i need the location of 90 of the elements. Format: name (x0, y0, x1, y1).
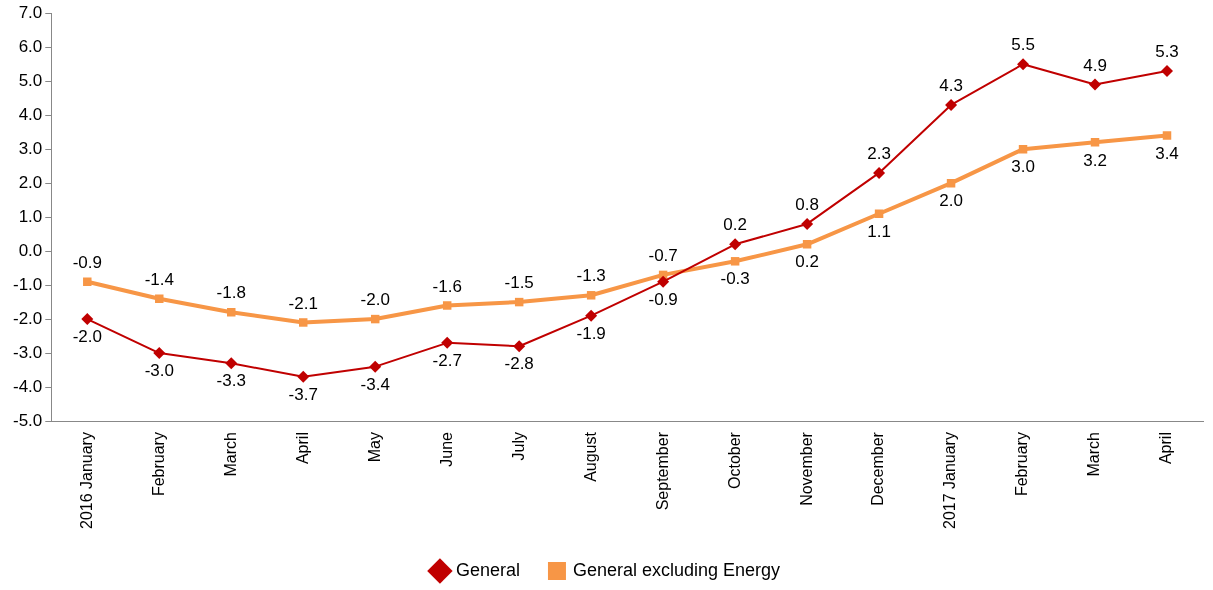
point (1090, 138, 1100, 147)
point (729, 238, 742, 251)
point (586, 291, 596, 300)
y-tick-label: 3.0 (18, 138, 43, 158)
x-tick-label: March (221, 432, 239, 477)
point (730, 257, 740, 266)
y-tick-label: -5.0 (13, 410, 43, 430)
data-label: -2.1 (288, 293, 318, 313)
y-tick-label: 5.0 (18, 70, 43, 90)
x-tick-label: July (509, 432, 527, 461)
data-label: -2.0 (72, 327, 102, 347)
data-label: 1.1 (867, 221, 891, 241)
data-label: 5.5 (1011, 35, 1035, 55)
data-label: -3.3 (216, 371, 246, 391)
x-tick-label: October (725, 431, 743, 489)
y-tick-label: -2.0 (13, 308, 43, 328)
point (153, 347, 166, 360)
point (1089, 78, 1102, 91)
data-label: -3.4 (360, 374, 390, 394)
point (945, 98, 958, 111)
x-tick-label: May (365, 432, 383, 463)
y-tick-label: 0.0 (18, 240, 43, 260)
x-tick-label: February (149, 432, 167, 497)
x-tick-label: April (293, 432, 311, 465)
data-label: 4.3 (939, 76, 963, 96)
x-tick-label: December (869, 431, 887, 506)
x-tick-label: 2016 January (77, 432, 95, 530)
y-tick-label: 4.0 (18, 104, 43, 124)
data-label: -3.0 (144, 361, 174, 381)
y-tick-label: 7.0 (18, 2, 43, 22)
data-label: -1.8 (216, 283, 246, 303)
data-label: -2.8 (504, 354, 534, 374)
data-label: 3.2 (1083, 150, 1107, 170)
x-tick-label: August (581, 431, 599, 482)
x-tick-label: April (1157, 432, 1175, 465)
data-label: -0.3 (720, 269, 750, 289)
point (81, 313, 94, 326)
data-label: 3.4 (1155, 143, 1179, 163)
legend-label: General excluding Energy (572, 559, 781, 580)
point (83, 277, 92, 286)
data-label: 3.0 (1011, 157, 1035, 177)
x-tick-label: 2017 January (941, 432, 959, 530)
point (1162, 131, 1172, 140)
point (513, 340, 526, 353)
point (802, 240, 812, 249)
data-label: -0.9 (72, 252, 102, 272)
y-tick-label: -4.0 (13, 376, 43, 396)
y-tick-label: -1.0 (13, 274, 43, 294)
y-tick-label: 2.0 (18, 172, 43, 192)
data-label: -1.9 (576, 323, 606, 343)
x-tick-label: February (1013, 432, 1031, 497)
point (227, 308, 236, 317)
point (874, 209, 884, 218)
data-label: 2.0 (939, 191, 963, 211)
point (441, 336, 454, 349)
data-label: 5.3 (1155, 42, 1179, 62)
x-tick-label: June (437, 431, 455, 467)
data-label: -0.9 (648, 289, 678, 309)
x-tick-label: November (797, 431, 815, 506)
point (297, 370, 310, 383)
data-label: -3.7 (288, 385, 318, 405)
point (657, 275, 670, 288)
point (225, 357, 238, 370)
point (1017, 58, 1030, 71)
data-label: 0.2 (795, 252, 819, 272)
x-tick-label: September (653, 431, 671, 511)
data-label: 4.9 (1083, 55, 1107, 75)
point (369, 360, 382, 373)
point (873, 166, 886, 179)
data-label: -1.6 (432, 276, 462, 296)
legend-label: General (455, 559, 520, 580)
data-label: 2.3 (867, 144, 891, 164)
data-label: 0.8 (795, 195, 819, 215)
data-label: -1.3 (576, 266, 606, 286)
point (298, 318, 308, 327)
data-label: -1.4 (144, 269, 174, 289)
data-label: 0.2 (723, 215, 747, 235)
y-tick-label: 1.0 (18, 206, 43, 226)
point (442, 301, 452, 310)
data-label: -2.0 (360, 290, 390, 310)
y-tick-label: 6.0 (18, 36, 43, 56)
x-tick-label: March (1085, 432, 1103, 477)
data-label: -1.5 (504, 273, 534, 293)
data-label: -2.7 (432, 351, 462, 371)
y-tick-label: -3.0 (13, 342, 43, 362)
point (155, 294, 164, 303)
data-label: -0.7 (648, 246, 678, 266)
point (585, 309, 598, 322)
point (801, 217, 814, 230)
point (1161, 64, 1174, 77)
